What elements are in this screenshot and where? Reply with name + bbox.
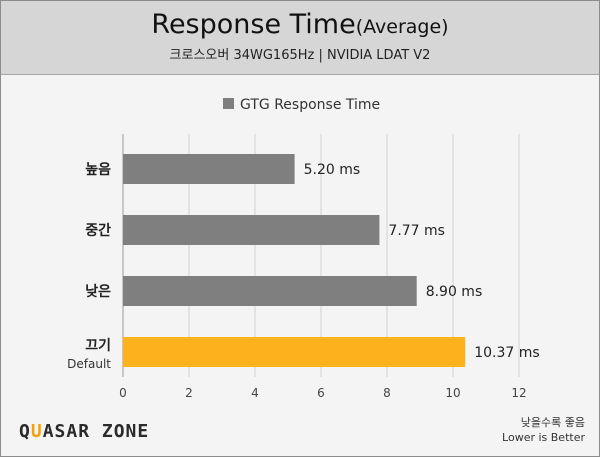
chart-title: Response Time(Average) [1,9,599,40]
x-tick-label: 0 [119,386,127,400]
category-label: 중간 [85,222,111,239]
legend-swatch [223,98,234,109]
x-tick-label: 12 [511,386,526,400]
chart-header: Response Time(Average) 크로스오버 34WG165Hz |… [1,1,599,75]
legend-label: GTG Response Time [240,97,380,113]
value-label: 5.20 ms [304,162,361,178]
bar [123,337,466,367]
x-tick-label: 8 [383,386,391,400]
value-label: 8.90 ms [426,284,483,300]
x-tick-label: 2 [185,386,193,400]
chart-subtitle: 크로스오버 34WG165Hz | NVIDIA LDAT V2 [169,48,431,63]
value-label: 7.77 ms [388,223,445,239]
category-label: 낮은 [85,284,111,300]
note-english: Lower is Better [502,431,585,444]
title-main: Response Time [151,9,356,40]
title-suffix: (Average) [355,16,449,38]
x-tick-label: 6 [317,386,325,400]
value-label: 10.37 ms [474,345,539,361]
category-label: 높음 [85,162,111,178]
quasarzone-logo: QUASAR ZONE [19,421,150,442]
lower-is-better-note: 낮을수록 좋음 Lower is Better [502,415,585,445]
category-label: 끄기 [85,338,111,354]
bar [123,215,380,245]
note-korean: 낮을수록 좋음 [520,416,585,429]
category-sublabel: Default [67,357,111,371]
x-tick-label: 4 [251,386,259,400]
x-tick-label: 10 [445,386,460,400]
bar [123,276,417,306]
bar [123,154,295,184]
